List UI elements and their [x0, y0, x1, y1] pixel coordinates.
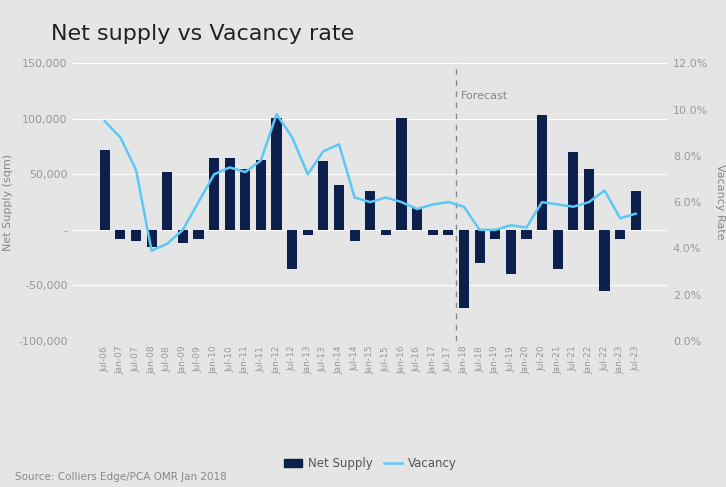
Bar [381, 230, 391, 235]
Bar [459, 230, 469, 308]
Bar [178, 230, 188, 243]
Bar [521, 230, 531, 239]
Bar [240, 169, 250, 230]
Text: Source: Colliers Edge/PCA OMR Jan 2018: Source: Colliers Edge/PCA OMR Jan 2018 [15, 472, 227, 482]
Bar [147, 230, 157, 246]
Bar [600, 230, 610, 291]
Bar [318, 161, 328, 230]
Bar [115, 230, 126, 239]
Bar [631, 191, 641, 230]
Bar [428, 230, 438, 235]
Bar [131, 230, 141, 241]
Bar [193, 230, 203, 239]
Text: Forecast: Forecast [461, 92, 508, 101]
Bar [99, 150, 110, 230]
Bar [287, 230, 297, 269]
Bar [537, 115, 547, 230]
Text: Net supply vs Vacancy rate: Net supply vs Vacancy rate [51, 24, 354, 44]
Bar [444, 230, 454, 235]
Bar [412, 207, 423, 230]
Bar [396, 118, 407, 230]
Bar [506, 230, 516, 274]
Bar [490, 230, 500, 239]
Bar [365, 191, 375, 230]
Legend: Net Supply, Vacancy: Net Supply, Vacancy [280, 452, 461, 475]
Bar [552, 230, 563, 269]
Bar [256, 160, 266, 230]
Bar [303, 230, 313, 235]
Bar [349, 230, 359, 241]
Y-axis label: Vacancy Rate: Vacancy Rate [715, 164, 725, 240]
Bar [209, 158, 219, 230]
Bar [224, 158, 234, 230]
Bar [162, 172, 172, 230]
Bar [615, 230, 625, 239]
Bar [475, 230, 485, 263]
Bar [334, 186, 344, 230]
Y-axis label: Net Supply (sqm): Net Supply (sqm) [3, 153, 12, 251]
Bar [272, 118, 282, 230]
Bar [568, 152, 579, 230]
Bar [584, 169, 594, 230]
